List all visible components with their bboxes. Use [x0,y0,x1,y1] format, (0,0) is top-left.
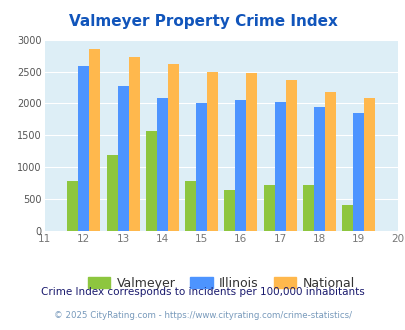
Bar [285,81,296,231]
Bar [78,66,89,231]
Bar [89,49,100,231]
Bar [107,155,117,231]
Bar [67,181,78,231]
Bar [145,130,156,231]
Bar [156,98,168,231]
Bar [313,107,324,231]
Bar [224,190,235,231]
Bar [168,64,179,231]
Bar [196,103,207,231]
Bar [302,185,313,231]
Bar [235,100,246,231]
Bar [352,113,363,231]
Bar [185,181,196,231]
Text: Crime Index corresponds to incidents per 100,000 inhabitants: Crime Index corresponds to incidents per… [41,287,364,297]
Bar [263,185,274,231]
Bar [341,205,352,231]
Bar [363,98,374,231]
Bar [274,102,285,231]
Bar [246,73,257,231]
Bar [128,57,139,231]
Bar [117,86,128,231]
Bar [207,72,217,231]
Legend: Valmeyer, Illinois, National: Valmeyer, Illinois, National [83,272,359,295]
Text: © 2025 CityRating.com - https://www.cityrating.com/crime-statistics/: © 2025 CityRating.com - https://www.city… [54,311,351,320]
Bar [324,92,335,231]
Text: Valmeyer Property Crime Index: Valmeyer Property Crime Index [68,14,337,29]
